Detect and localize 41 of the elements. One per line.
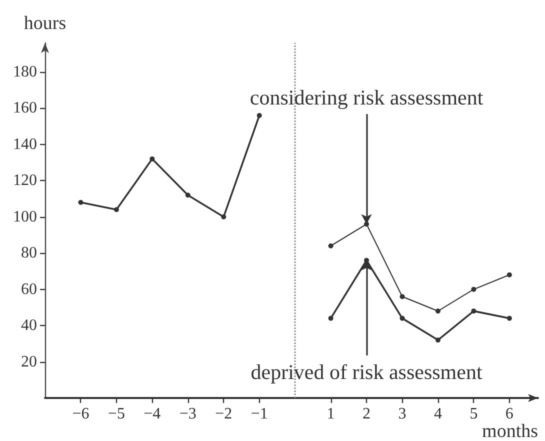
x-tick-label: −2 <box>215 406 232 422</box>
y-tick-label: 80 <box>21 244 37 262</box>
annotation: deprived of risk assessment <box>250 360 482 384</box>
point <box>185 192 190 198</box>
y-tick-label: 40 <box>21 317 37 334</box>
y-tick-label: 120 <box>13 172 37 190</box>
point <box>471 286 476 292</box>
x-tick-label: −5 <box>108 406 125 422</box>
y-tick-label: 60 <box>21 280 37 298</box>
x-tick-label: 6 <box>505 406 514 422</box>
x-tick-label: −6 <box>72 406 90 422</box>
x-tick-label: −1 <box>250 406 268 422</box>
x-tick-label: 3 <box>398 406 406 422</box>
y-tick-label: 100 <box>13 208 37 226</box>
point <box>78 200 84 205</box>
x-tick-label: 2 <box>362 406 371 422</box>
x-tick-label: 4 <box>434 406 442 422</box>
annotation: considering risk assessment <box>250 86 484 110</box>
point <box>400 294 405 300</box>
point <box>256 112 262 118</box>
y-tick-label: 140 <box>13 136 37 153</box>
point <box>471 308 476 314</box>
x-tick-label: −3 <box>179 406 196 422</box>
point <box>435 338 440 343</box>
point <box>506 316 512 321</box>
point <box>400 316 405 321</box>
point <box>221 214 226 220</box>
point <box>150 156 155 162</box>
y-tick-label: 160 <box>13 100 37 117</box>
x-tick-label: 5 <box>470 406 478 422</box>
y-axis-title: hours <box>24 13 66 34</box>
y-tick-label: 180 <box>13 63 37 80</box>
point <box>435 308 440 314</box>
point <box>506 272 512 278</box>
point <box>328 316 334 321</box>
point <box>328 243 334 248</box>
y-tick-label: 20 <box>21 353 37 370</box>
point <box>114 207 119 212</box>
x-axis-title: months <box>482 421 538 441</box>
x-tick-label: 1 <box>326 406 335 422</box>
x-tick-label: −4 <box>144 406 161 422</box>
